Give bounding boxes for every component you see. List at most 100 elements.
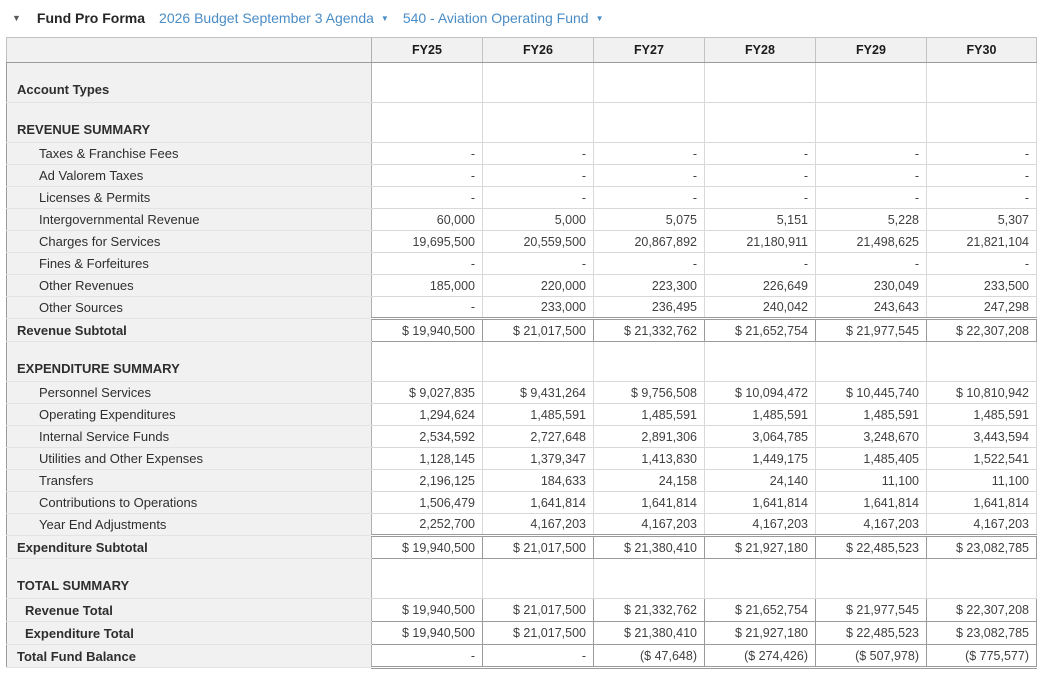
- value-cell: 24,140: [704, 469, 816, 492]
- value-cell: 233,500: [926, 274, 1037, 297]
- chevron-down-icon: ▼: [595, 14, 604, 23]
- value-cell: 5,000: [482, 208, 594, 231]
- value-cell: -: [593, 164, 705, 187]
- value-cell: 4,167,203: [926, 513, 1037, 536]
- value-cell: 1,449,175: [704, 447, 816, 470]
- value-cell: [593, 341, 705, 382]
- value-cell: -: [482, 644, 594, 669]
- table-row: Internal Service Funds 2,534,592 2,727,648…: [6, 425, 1037, 448]
- value-cell: [593, 62, 705, 103]
- value-cell: 240,042: [704, 296, 816, 319]
- value-cell: -: [371, 142, 483, 165]
- row-label: REVENUE SUMMARY: [6, 102, 372, 143]
- column-header-fy26: FY26: [482, 37, 594, 63]
- table-row: Revenue Subtotal $ 19,940,500 $ 21,017,500…: [6, 317, 1037, 342]
- corner-header-cell: [6, 37, 372, 63]
- value-cell: ($ 47,648): [593, 644, 705, 669]
- fund-pro-forma-page: ▼ Fund Pro Forma 2026 Budget September 3…: [6, 7, 1037, 669]
- value-cell: [926, 341, 1037, 382]
- value-cell: $ 21,017,500: [482, 621, 594, 645]
- value-cell: -: [815, 252, 927, 275]
- column-header-fy25: FY25: [371, 37, 483, 63]
- row-label: Taxes & Franchise Fees: [6, 142, 372, 165]
- collapse-caret-icon[interactable]: ▼: [12, 13, 21, 23]
- table-row: Intergovernmental Revenue 60,000 5,000 5,07…: [6, 208, 1037, 231]
- row-label: Fines & Forfeitures: [6, 252, 372, 275]
- value-cell: -: [371, 644, 483, 669]
- value-cell: $ 21,927,180: [704, 621, 816, 645]
- value-cell: $ 21,652,754: [704, 598, 816, 622]
- fund-selector-dropdown[interactable]: 540 - Aviation Operating Fund ▼: [403, 10, 604, 26]
- value-cell: 220,000: [482, 274, 594, 297]
- value-cell: 3,248,670: [815, 425, 927, 448]
- page-title: Fund Pro Forma: [36, 10, 146, 26]
- value-cell: 226,649: [704, 274, 816, 297]
- table-header-row: FY25 FY26 FY27 FY28 FY29 FY30: [6, 37, 1037, 63]
- table-row: Other Revenues 185,000 220,000 223,300 226,6…: [6, 274, 1037, 297]
- pro-forma-table: FY25 FY26 FY27 FY28 FY29 FY30 Account Types RE…: [6, 37, 1037, 669]
- value-cell: -: [482, 186, 594, 209]
- value-cell: -: [815, 142, 927, 165]
- value-cell: -: [926, 186, 1037, 209]
- value-cell: $ 21,977,545: [815, 598, 927, 622]
- value-cell: $ 10,810,942: [926, 381, 1037, 404]
- value-cell: [482, 102, 594, 143]
- table-row: Expenditure Subtotal $ 19,940,500 $ 21,017…: [6, 534, 1037, 559]
- value-cell: [371, 102, 483, 143]
- row-label: Transfers: [6, 469, 372, 492]
- row-label: Utilities and Other Expenses: [6, 447, 372, 470]
- value-cell: 185,000: [371, 274, 483, 297]
- value-cell: ($ 274,426): [704, 644, 816, 669]
- value-cell: 1,485,591: [815, 403, 927, 426]
- value-cell: 1,294,624: [371, 403, 483, 426]
- value-cell: 247,298: [926, 296, 1037, 319]
- table-row: TOTAL SUMMARY: [6, 558, 1037, 599]
- value-cell: 1,641,814: [815, 491, 927, 514]
- value-cell: 2,196,125: [371, 469, 483, 492]
- table-row: Utilities and Other Expenses 1,128,145 1,3…: [6, 447, 1037, 470]
- value-cell: [815, 62, 927, 103]
- row-label: Operating Expenditures: [6, 403, 372, 426]
- value-cell: 1,485,591: [593, 403, 705, 426]
- row-label: Contributions to Operations: [6, 491, 372, 514]
- value-cell: -: [704, 142, 816, 165]
- table-row: Charges for Services 19,695,500 20,559,500…: [6, 230, 1037, 253]
- value-cell: [815, 341, 927, 382]
- value-cell: 21,180,911: [704, 230, 816, 253]
- value-cell: 21,498,625: [815, 230, 927, 253]
- row-label: Expenditure Subtotal: [6, 535, 372, 559]
- value-cell: 236,495: [593, 296, 705, 319]
- row-label: Personnel Services: [6, 381, 372, 404]
- table-row: Fines & Forfeitures - - - - - -: [6, 252, 1037, 275]
- column-header-fy29: FY29: [815, 37, 927, 63]
- table-row: Expenditure Total $ 19,940,500 $ 21,017,50…: [6, 621, 1037, 645]
- value-cell: 1,485,405: [815, 447, 927, 470]
- value-cell: -: [926, 252, 1037, 275]
- value-cell: -: [815, 164, 927, 187]
- table-row: Revenue Total $ 19,940,500 $ 21,017,500 $ 2…: [6, 598, 1037, 622]
- value-cell: -: [926, 142, 1037, 165]
- value-cell: 2,534,592: [371, 425, 483, 448]
- row-label: Other Revenues: [6, 274, 372, 297]
- value-cell: [815, 102, 927, 143]
- value-cell: $ 21,332,762: [593, 317, 705, 342]
- budget-selector-label: 2026 Budget September 3 Agenda: [159, 10, 374, 26]
- table-row: REVENUE SUMMARY: [6, 102, 1037, 143]
- column-header-fy28: FY28: [704, 37, 816, 63]
- value-cell: [482, 341, 594, 382]
- value-cell: 1,641,814: [704, 491, 816, 514]
- row-label: Revenue Subtotal: [6, 318, 372, 342]
- value-cell: 4,167,203: [815, 513, 927, 536]
- table-row: Total Fund Balance - - ($ 47,648) ($ 274,426…: [6, 644, 1037, 669]
- value-cell: 230,049: [815, 274, 927, 297]
- toolbar: ▼ Fund Pro Forma 2026 Budget September 3…: [6, 7, 1037, 37]
- row-label: Internal Service Funds: [6, 425, 372, 448]
- row-label: Account Types: [6, 62, 372, 103]
- value-cell: 5,307: [926, 208, 1037, 231]
- value-cell: $ 22,307,208: [926, 598, 1037, 622]
- budget-selector-dropdown[interactable]: 2026 Budget September 3 Agenda ▼: [159, 10, 389, 26]
- value-cell: 3,064,785: [704, 425, 816, 448]
- pro-forma-table-body: Account Types REVENUE SUMMARY Taxes & Fran…: [6, 62, 1037, 669]
- value-cell: -: [371, 164, 483, 187]
- value-cell: 1,128,145: [371, 447, 483, 470]
